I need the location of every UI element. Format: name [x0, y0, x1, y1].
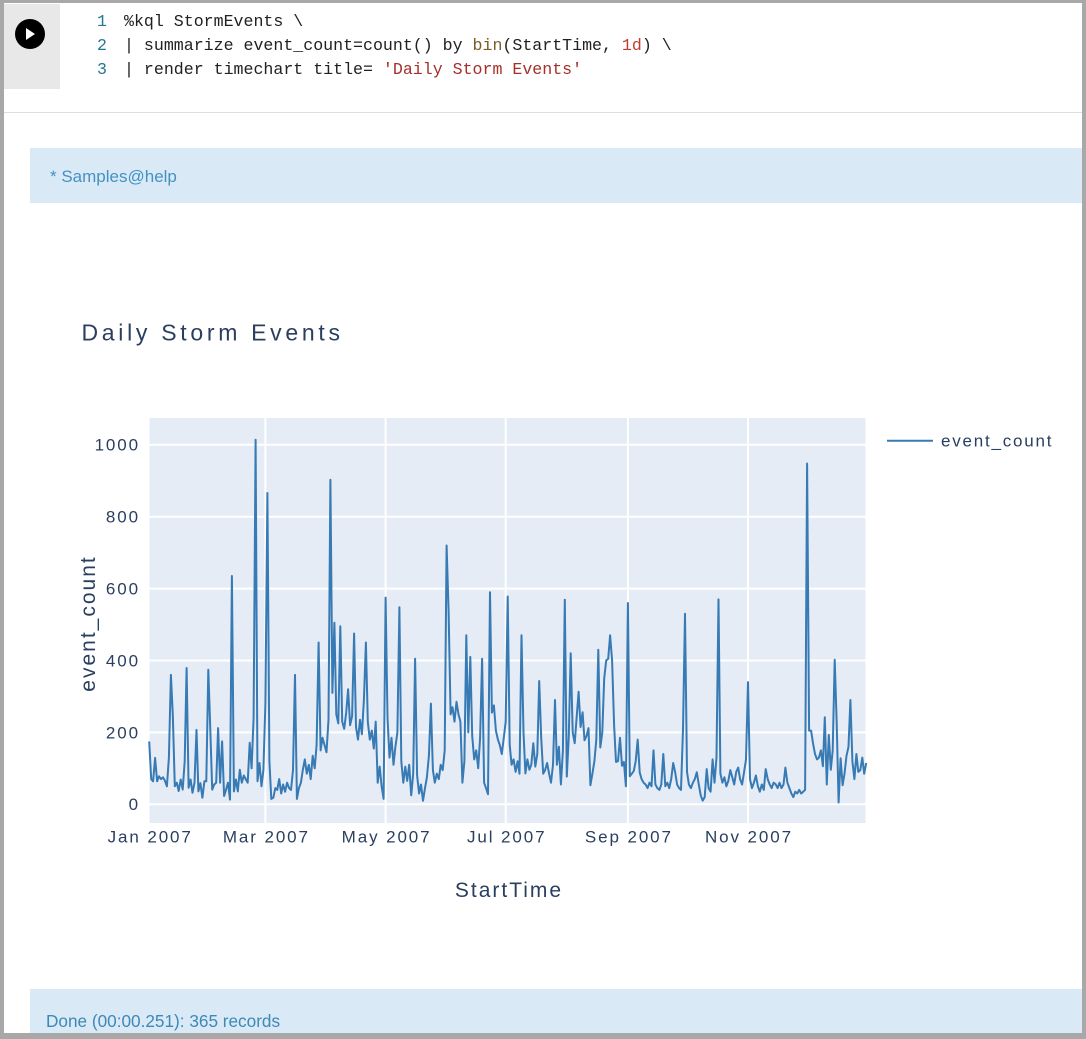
svg-text:Mar 2007: Mar 2007 [223, 828, 310, 847]
svg-text:Jul 2007: Jul 2007 [467, 828, 546, 847]
svg-text:Sep 2007: Sep 2007 [585, 828, 673, 847]
svg-text:event_count: event_count [77, 555, 100, 691]
svg-text:600: 600 [106, 580, 140, 599]
svg-text:May 2007: May 2007 [342, 828, 432, 847]
svg-text:StartTime: StartTime [455, 879, 563, 902]
svg-text:Nov 2007: Nov 2007 [705, 828, 793, 847]
svg-text:200: 200 [106, 723, 140, 742]
svg-text:1000: 1000 [95, 436, 140, 455]
svg-text:Jan 2007: Jan 2007 [108, 828, 193, 847]
svg-text:800: 800 [106, 508, 140, 527]
svg-text:0: 0 [129, 795, 140, 814]
svg-text:event_count: event_count [941, 432, 1053, 451]
svg-text:400: 400 [106, 651, 140, 670]
svg-text:Daily Storm Events: Daily Storm Events [82, 320, 344, 346]
